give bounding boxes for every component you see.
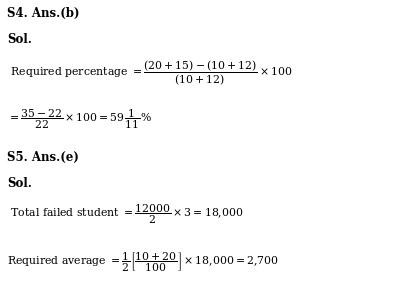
Text: S4. Ans.(b): S4. Ans.(b): [7, 7, 80, 20]
Text: S5. Ans.(e): S5. Ans.(e): [7, 151, 79, 164]
Text: Sol.: Sol.: [7, 33, 32, 46]
Text: Total failed student $= \dfrac{12000}{2} \times 3 = 18{,}000$: Total failed student $= \dfrac{12000}{2}…: [7, 202, 244, 226]
Text: Required average $= \dfrac{1}{2}\left[\dfrac{10 + 20}{100}\right] \times 18{,}00: Required average $= \dfrac{1}{2}\left[\d…: [7, 250, 279, 274]
Text: Sol.: Sol.: [7, 177, 32, 190]
Text: Required percentage $= \dfrac{(20 + 15) - (10 + 12)}{(10 + 12)} \times 100$: Required percentage $= \dfrac{(20 + 15) …: [7, 58, 293, 87]
Text: $= \dfrac{35 - 22}{22} \times 100 = 59\,\dfrac{1}{11}\%$: $= \dfrac{35 - 22}{22} \times 100 = 59\,…: [7, 108, 152, 131]
